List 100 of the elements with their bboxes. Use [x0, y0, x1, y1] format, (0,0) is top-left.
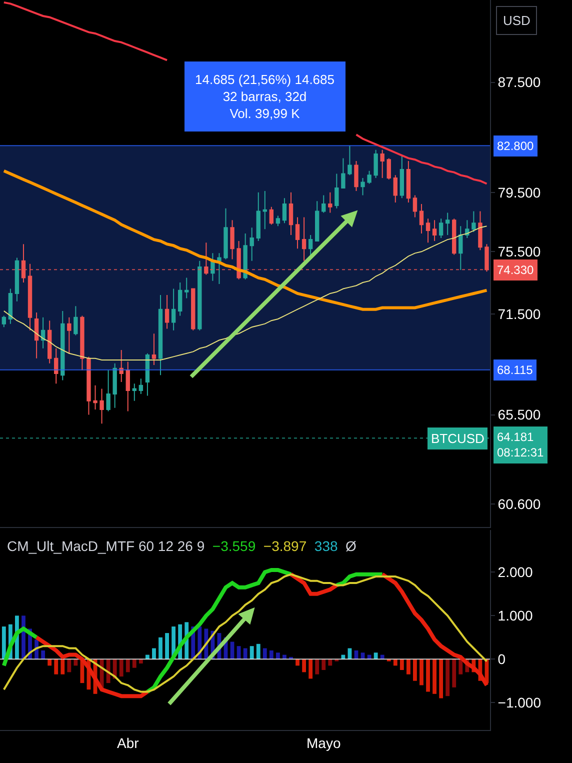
candlestick: [341, 158, 346, 189]
bar: [243, 648, 248, 660]
ref-line-label: 82.800: [497, 139, 534, 153]
candlestick: [354, 160, 358, 192]
candlestick: [302, 216, 306, 262]
candlestick: [308, 234, 313, 257]
candlestick: [54, 348, 58, 384]
bar: [126, 659, 130, 672]
candlestick: [432, 220, 437, 242]
bar: [413, 659, 417, 681]
bar: [152, 648, 156, 660]
candlestick: [217, 252, 222, 285]
text: CM_Ult_MacD_MTF 60 12 26 9: [7, 538, 205, 554]
y-tick-label: 60.600: [498, 496, 541, 512]
bar: [2, 626, 6, 660]
bar: [400, 659, 404, 670]
candlestick: [164, 294, 170, 330]
bar: [458, 659, 463, 674]
candlestick: [367, 170, 372, 184]
candlestick: [112, 362, 117, 408]
bar: [446, 659, 450, 696]
candlestick: [406, 160, 411, 204]
candlestick: [67, 316, 72, 354]
bar: [236, 646, 241, 660]
y-tick-label: −1.000: [498, 694, 542, 711]
y-tick-label: 79.500: [498, 184, 541, 200]
candlestick: [224, 208, 228, 260]
candlestick: [328, 192, 332, 214]
candlestick: [426, 218, 430, 244]
bar: [315, 659, 320, 674]
annotation: Ø: [346, 538, 357, 554]
bar: [276, 652, 280, 660]
bar: [269, 650, 274, 660]
candlestick: [106, 370, 110, 412]
y-tick-label: 71.500: [498, 306, 541, 322]
candlestick: [269, 206, 274, 226]
candlestick: [458, 226, 463, 271]
bar: [158, 637, 162, 660]
annotation: 14.685 (21,56%) 14.685 32 barras, 32d Vol. 39,99 K: [195, 72, 334, 121]
candlestick: [360, 178, 365, 196]
candlestick: [74, 306, 78, 336]
bar: [406, 659, 410, 674]
bar: [250, 646, 254, 660]
candlestick: [348, 145, 352, 176]
candlestick: [419, 203, 424, 234]
candlestick: [295, 216, 300, 250]
candlestick: [100, 388, 104, 424]
bar: [302, 659, 306, 672]
x-tick-label: Abr: [116, 734, 140, 751]
annotation: BTCUSD: [431, 431, 484, 446]
bar: [119, 659, 124, 677]
bar: [296, 659, 300, 666]
candlestick: [276, 215, 280, 227]
candlestick: [14, 257, 20, 302]
line-series: [2, 169, 488, 311]
candlestick: [86, 356, 91, 416]
bar: [322, 659, 326, 670]
bar: [256, 644, 260, 660]
candlestick: [315, 200, 320, 242]
candlestick: [334, 173, 339, 209]
candlestick: [282, 198, 287, 224]
candlestick: [126, 361, 130, 412]
candlestick: [445, 212, 450, 236]
candlestick: [191, 288, 196, 331]
annotation: 338: [314, 538, 338, 554]
bar: [48, 659, 52, 666]
bar: [374, 652, 378, 660]
candlestick: [438, 218, 444, 239]
candlestick: [80, 315, 84, 371]
candlestick: [2, 315, 6, 328]
candlestick: [158, 294, 163, 376]
candlestick: [393, 174, 398, 204]
x-tick-label: Mayo: [306, 734, 341, 751]
annotation: −3.559: [212, 538, 256, 554]
candlestick: [152, 333, 156, 366]
ref-line-label: 74.330: [497, 263, 534, 277]
bar: [54, 659, 58, 674]
candlestick: [198, 260, 202, 331]
candlestick: [171, 288, 176, 331]
bar: [439, 659, 444, 698]
y-tick-label: 0: [498, 651, 506, 668]
candlestick: [184, 277, 189, 299]
candlestick: [178, 282, 182, 316]
bar: [393, 659, 398, 666]
candlestick: [288, 192, 294, 236]
y-tick-label: 87.500: [498, 74, 541, 90]
candlestick: [236, 240, 241, 280]
bar: [132, 659, 136, 668]
candlestick: [250, 227, 254, 262]
candlestick: [60, 310, 65, 381]
bar: [41, 650, 46, 660]
bar: [262, 648, 267, 660]
candlestick: [145, 352, 150, 396]
candlestick: [262, 190, 267, 230]
candlestick: [40, 316, 46, 349]
ref-line-label: 68.115: [497, 363, 534, 377]
candlestick: [380, 149, 384, 179]
bar: [308, 659, 313, 679]
candlestick: [243, 233, 248, 280]
y-tick-label: 1.000: [498, 608, 534, 624]
